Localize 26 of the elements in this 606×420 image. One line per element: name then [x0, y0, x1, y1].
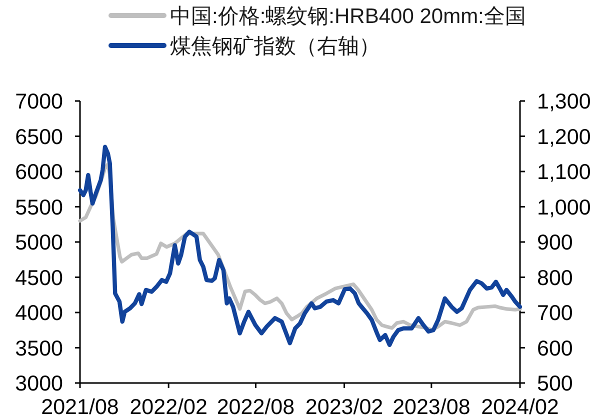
- y-tick-label: 6500: [15, 124, 64, 149]
- y-tick-label: 7000: [15, 90, 64, 114]
- legend-label: 中国:价格:螺纹钢:HRB400 20mm:全国: [170, 5, 526, 28]
- x-tick-label: 2024/02: [481, 395, 559, 419]
- y2-tick-label: 1,100: [537, 160, 591, 184]
- x-tick-label: 2021/08: [41, 395, 119, 419]
- y2-tick-label: 1,200: [537, 124, 591, 149]
- y-tick-label: 3000: [15, 372, 64, 396]
- legend-label: 煤焦钢矿指数（右轴）: [170, 35, 380, 58]
- y-tick-label: 5000: [15, 230, 64, 254]
- y2-tick-label: 700: [537, 301, 573, 325]
- x-tick-label: 2023/02: [305, 395, 384, 419]
- x-tick-label: 2023/08: [392, 395, 470, 419]
- y2-tick-label: 1,300: [537, 90, 591, 114]
- y2-tick-label: 500: [537, 372, 573, 396]
- y2-tick-label: 900: [537, 230, 573, 254]
- y2-tick-label: 1,000: [537, 195, 591, 220]
- y2-tick-label: 800: [537, 266, 573, 290]
- y-tick-label: 5500: [15, 195, 64, 220]
- y2-tick-label: 600: [537, 336, 573, 360]
- y-tick-label: 6000: [15, 160, 64, 184]
- x-tick-label: 2022/02: [130, 395, 208, 419]
- y-tick-label: 4500: [15, 266, 64, 290]
- x-tick-label: 2022/08: [216, 395, 295, 419]
- y-tick-label: 4000: [15, 301, 64, 325]
- y-tick-label: 3500: [15, 336, 64, 360]
